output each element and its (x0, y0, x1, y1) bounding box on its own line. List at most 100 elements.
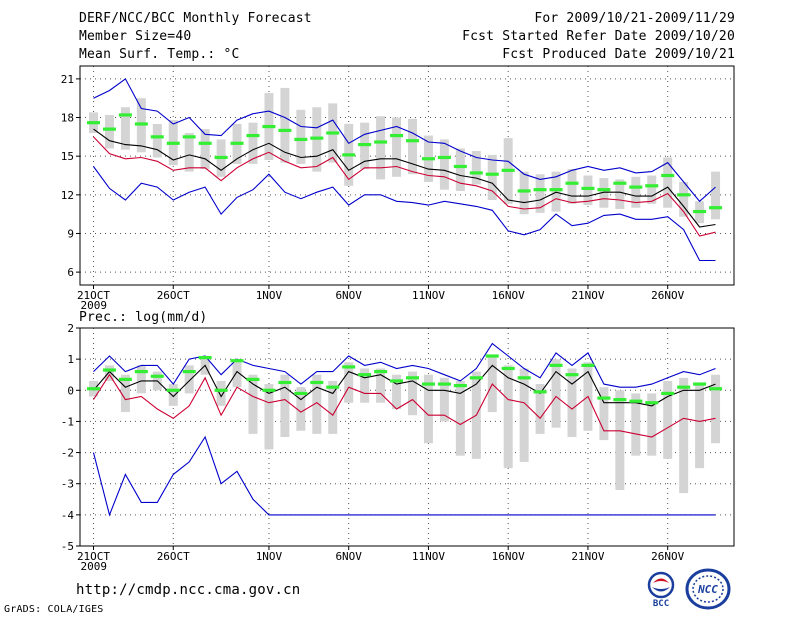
temp-median-34 (629, 185, 643, 189)
prec-box-30 (567, 368, 577, 437)
prec-series-lower (93, 373, 716, 438)
prec-box-20 (408, 371, 417, 416)
prec-median-15 (326, 385, 340, 389)
prec-median-1 (102, 368, 116, 372)
temp-series-lower (93, 136, 716, 237)
temp-median-39 (709, 206, 723, 210)
prec-xtick-label-7: 26NOV (651, 550, 684, 563)
prec-median-36 (661, 391, 675, 395)
prec-median-9 (230, 359, 244, 363)
prec-median-24 (469, 376, 483, 380)
prec-ytick-label-0: -5 (61, 540, 74, 553)
precip-label: Prec.: log(mm/d) (79, 310, 208, 325)
temp-median-12 (278, 128, 292, 133)
temp-box-31 (583, 175, 593, 206)
prec-xtick-label-3: 6NOV (335, 550, 362, 563)
temp-xtick-label-3: 6NOV (335, 289, 362, 302)
temp-median-9 (230, 141, 244, 145)
temp-ytick-label-5: 21 (61, 73, 74, 86)
temp-xtick-label-4: 11NOV (412, 289, 445, 302)
temp-median-21 (421, 157, 435, 161)
temp-median-32 (597, 188, 611, 192)
temp-xtick-label-2: 1NOV (256, 289, 283, 302)
prec-box-13 (296, 387, 306, 431)
variable-label: Mean Surf. Temp.: °C (79, 47, 240, 62)
prec-xtick-label-6: 21NOV (571, 550, 604, 563)
source-url[interactable]: http://cmdp.ncc.cma.gov.cn (76, 582, 301, 598)
prec-box-26 (503, 365, 513, 469)
prec-median-8 (214, 388, 228, 392)
prec-box-16 (344, 362, 354, 403)
temp-box-6 (184, 132, 194, 172)
prec-frame (79, 327, 735, 547)
prec-ytick-label-7: 2 (67, 322, 74, 335)
temp-xtick-label-0: 21OCT (77, 289, 110, 302)
temp-box-32 (599, 178, 609, 208)
prec-median-14 (310, 380, 324, 385)
prec-median-29 (549, 363, 563, 367)
prec-box-5 (168, 384, 178, 406)
prec-box-21 (423, 374, 433, 444)
temp-box-30 (567, 169, 577, 204)
prec-box-1 (104, 365, 114, 381)
prec-xtick-year-0: 2009 (81, 560, 108, 573)
prec-median-39 (709, 387, 723, 391)
temp-median-13 (294, 137, 308, 142)
temp-median-25 (485, 172, 499, 176)
prec-box-32 (599, 387, 609, 441)
temp-median-31 (581, 186, 595, 190)
prec-median-19 (390, 379, 404, 383)
prec-median-22 (437, 382, 451, 386)
temp-median-37 (677, 193, 691, 197)
temp-box-12 (280, 87, 290, 163)
grads-credit: GrADS: COLA/IGES (4, 604, 104, 615)
prec-box-33 (615, 390, 625, 490)
prec-median-31 (581, 363, 595, 367)
temp-series-max (93, 78, 716, 203)
prec-median-11 (262, 388, 276, 392)
prec-median-13 (294, 391, 308, 395)
prec-xtick-label-4: 11NOV (412, 550, 445, 563)
prec-median-30 (565, 373, 579, 377)
prec-box-3 (136, 365, 146, 394)
temp-median-24 (469, 171, 483, 175)
prec-box-29 (551, 359, 561, 428)
temp-box-19 (392, 117, 402, 177)
prec-series-max (93, 342, 716, 388)
temp-box-4 (152, 123, 162, 158)
temp-median-5 (166, 141, 180, 145)
prec-xtick-label-0: 21OCT (77, 550, 110, 563)
prec-box-35 (647, 393, 657, 456)
prec-box-28 (535, 384, 545, 434)
prec-xtick-label-5: 16NOV (492, 550, 525, 563)
temp-series-min (93, 166, 716, 262)
prec-median-23 (453, 384, 467, 388)
prec-median-32 (597, 396, 611, 400)
prec-box-6 (184, 365, 194, 394)
prec-xtick-label-1: 26OCT (157, 550, 190, 563)
ncc-logo: NCC (685, 568, 731, 610)
temp-median-33 (613, 181, 627, 185)
prec-median-18 (374, 370, 388, 374)
temp-box-22 (439, 139, 449, 190)
prec-median-2 (118, 377, 132, 381)
temp-xtick-label-5: 16NOV (492, 289, 525, 302)
temp-ytick-label-0: 6 (67, 266, 74, 279)
prec-box-22 (439, 377, 449, 422)
temp-box-25 (487, 154, 497, 200)
prec-box-38 (695, 384, 705, 469)
prec-box-37 (679, 377, 689, 494)
prec-median-7 (198, 355, 212, 360)
temp-median-14 (310, 136, 324, 140)
temp-median-29 (549, 188, 563, 192)
bcc-logo: BCC (647, 571, 675, 608)
prec-box-34 (631, 393, 641, 456)
prec-box-39 (711, 374, 721, 444)
prec-median-17 (358, 373, 372, 377)
prec-box-36 (663, 380, 673, 459)
ncc-logo-text: NCC (697, 583, 718, 596)
prec-box-9 (232, 362, 242, 388)
temp-ytick-label-4: 18 (61, 112, 74, 125)
temp-box-27 (519, 171, 529, 215)
temp-series-mean (93, 128, 716, 228)
